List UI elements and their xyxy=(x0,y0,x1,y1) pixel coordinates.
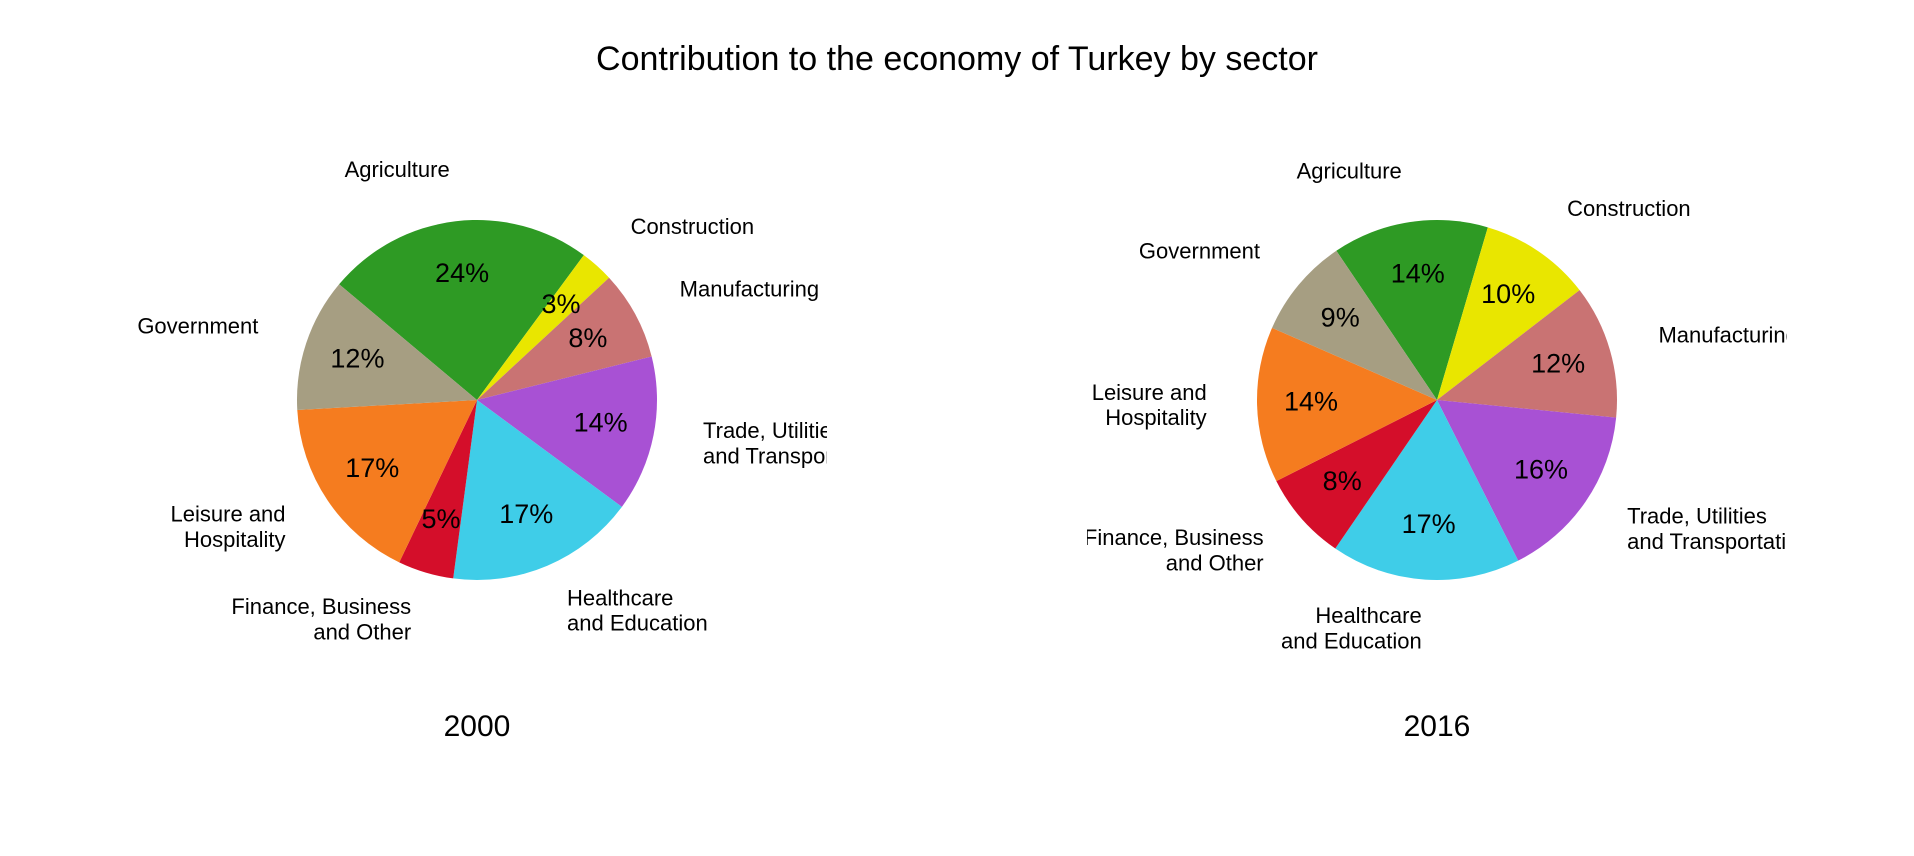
slice-label-construction: Construction xyxy=(631,214,755,239)
slice-pct-healthcare: 17% xyxy=(499,499,553,529)
pie-chart-2000: 24% 3% 8% 14% 17% 5% 17% 12% Agriculture Construc… xyxy=(127,150,827,744)
slice-label-manufacturing: Manufacturing xyxy=(1658,322,1787,347)
slice-label-leisure: Leisure andHospitality xyxy=(1092,380,1207,430)
slice-pct-finance: 8% xyxy=(1323,466,1362,496)
slice-label-manufacturing: Manufacturing xyxy=(680,276,819,301)
slice-label-healthcare: Healthcareand Education xyxy=(1281,603,1422,653)
slice-label-trade: Trade, Utilitiesand Transportation xyxy=(703,418,827,468)
slice-pct-agriculture: 24% xyxy=(435,258,489,288)
slice-label-trade: Trade, Utilitiesand Transportation xyxy=(1627,503,1787,553)
charts-row: 24% 3% 8% 14% 17% 5% 17% 12% Agriculture Construc… xyxy=(0,150,1914,744)
slice-pct-leisure: 14% xyxy=(1284,387,1338,417)
pie-svg: 24% 3% 8% 14% 17% 5% 17% 12% Agriculture Construc… xyxy=(127,150,827,670)
chart-title: Contribution to the economy of Turkey by… xyxy=(0,40,1914,79)
slice-pct-construction: 10% xyxy=(1481,279,1535,309)
slice-pct-healthcare: 17% xyxy=(1402,509,1456,539)
slice-pct-finance: 5% xyxy=(421,504,460,534)
slice-pct-construction: 3% xyxy=(541,289,580,319)
slice-pct-trade: 16% xyxy=(1514,454,1568,484)
page: Contribution to the economy of Turkey by… xyxy=(0,0,1914,856)
slice-label-leisure: Leisure andHospitality xyxy=(171,501,286,551)
slice-pct-trade: 14% xyxy=(574,408,628,438)
slice-pct-government: 12% xyxy=(330,343,384,373)
slice-label-finance: Finance, Businessand Other xyxy=(231,594,411,644)
slice-label-finance: Finance, Businessand Other xyxy=(1087,525,1264,575)
pie-svg: 14% 10% 12% 16% 17% 8% 14% 9% Agriculture Constru… xyxy=(1087,150,1787,670)
slice-pct-agriculture: 14% xyxy=(1391,259,1445,289)
slice-label-government: Government xyxy=(137,313,258,338)
pie-chart-2016: 14% 10% 12% 16% 17% 8% 14% 9% Agriculture Constru… xyxy=(1087,150,1787,744)
slice-label-agriculture: Agriculture xyxy=(1297,158,1402,183)
slice-pct-government: 9% xyxy=(1321,302,1360,332)
slice-pct-leisure: 17% xyxy=(345,453,399,483)
slice-label-agriculture: Agriculture xyxy=(345,157,450,182)
slice-label-government: Government xyxy=(1139,238,1260,263)
slice-label-construction: Construction xyxy=(1567,196,1691,221)
year-label: 2016 xyxy=(1087,710,1787,744)
slice-pct-manufacturing: 12% xyxy=(1531,348,1585,378)
year-label: 2000 xyxy=(127,710,827,744)
slice-label-healthcare: Healthcareand Education xyxy=(567,585,708,635)
slice-pct-manufacturing: 8% xyxy=(568,323,607,353)
